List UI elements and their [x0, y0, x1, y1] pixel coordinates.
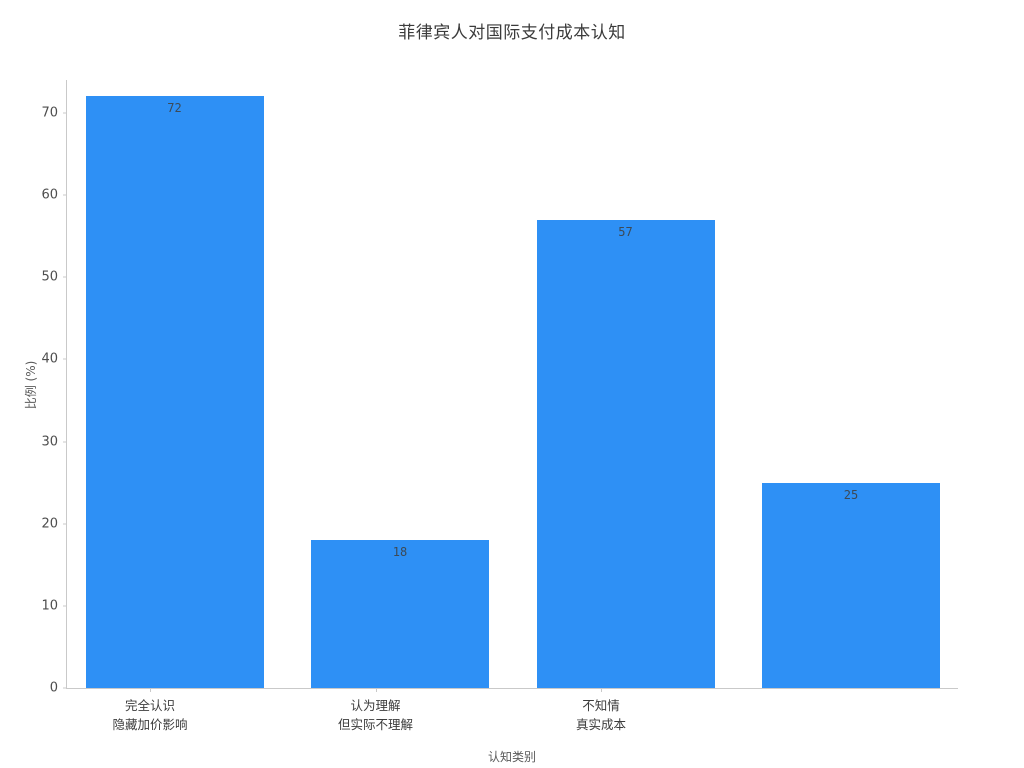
bar-category-1[interactable]: 18	[311, 540, 489, 688]
bar-category-2[interactable]: 57	[536, 219, 715, 688]
x-tick-label-line2: 真实成本	[575, 717, 626, 732]
x-tick-label-line2: 国际支付成本	[0, 715, 25, 734]
y-tick-mark	[63, 687, 67, 689]
y-tick-mark	[63, 276, 67, 278]
y-tick-label: 70	[41, 105, 58, 121]
x-tick-label-line2: 但实际不理解	[337, 717, 413, 732]
bar-value-label: 72	[167, 101, 182, 116]
y-tick-label: 40	[41, 351, 58, 367]
x-tick-mark	[375, 688, 377, 692]
x-tick-label: 完全认识 隐藏加价影响	[50, 696, 250, 734]
x-tick-label-line1: 认为理解	[350, 698, 401, 713]
x-tick-label-line2: 隐藏加价影响	[112, 717, 188, 732]
y-tick-mark	[63, 605, 67, 607]
x-tick-label-line1: 不知情	[582, 698, 620, 713]
bar-value-label: 18	[392, 545, 408, 560]
y-tick-label: 60	[41, 187, 58, 203]
y-tick-mark	[63, 112, 67, 114]
y-tick-label: 10	[41, 598, 58, 614]
x-tick-label-line1: 了解	[0, 696, 25, 715]
x-tick-mark	[601, 688, 602, 692]
bar-value-label: 25	[843, 487, 859, 502]
bar-category-3[interactable]: 25	[762, 482, 940, 688]
y-tick-label: 50	[41, 269, 58, 285]
bar-category-0[interactable]: 72	[85, 96, 264, 688]
x-tick-label: 认为理解 但实际不理解	[276, 696, 476, 734]
y-tick-label: 0	[49, 680, 58, 696]
x-tick-label-line1: 完全认识	[124, 698, 175, 713]
y-tick-label: 30	[41, 434, 58, 449]
bar-value-label: 57	[618, 224, 633, 239]
plot-area: 0 10 20 30 40 50 60 70	[41, 80, 958, 732]
x-tick-mark	[150, 688, 151, 692]
y-tick-mark	[63, 523, 67, 525]
y-tick-mark	[63, 358, 67, 360]
y-tick-mark	[63, 194, 67, 196]
x-tick-label: 不知情 真实成本	[501, 696, 701, 734]
y-axis-title: 比例 (%)	[23, 360, 38, 410]
x-tick-label: 了解 国际支付成本	[0, 696, 25, 734]
y-tick-label: 20	[41, 516, 58, 532]
x-axis-title: 认知类别	[487, 750, 536, 764]
y-tick-mark	[63, 441, 67, 442]
chart-title: 菲律宾人对国际支付成本认知	[398, 23, 626, 43]
